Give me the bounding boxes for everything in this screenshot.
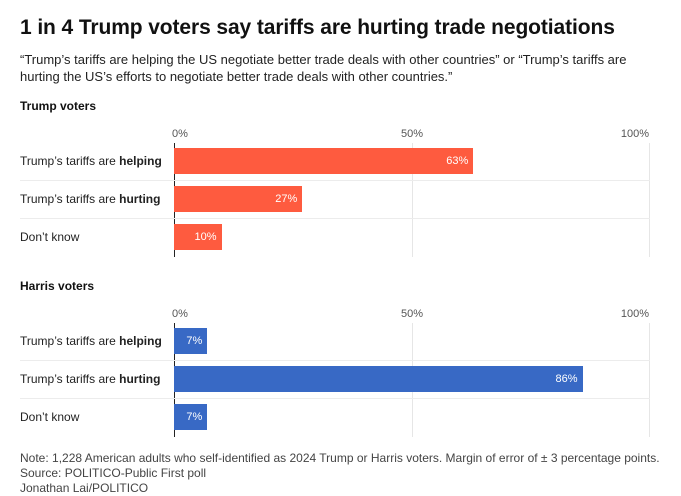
data-label-dont-know: 10%: [194, 231, 217, 243]
x-tick-label: 50%: [400, 308, 424, 320]
panel-title: Harris voters: [20, 279, 95, 293]
bar-hurting: [174, 186, 303, 212]
panel-trump-voters: Trump voters 0% 50% 100% Trump’s tariffs are…: [0, 99, 681, 259]
bar-helping: [174, 328, 208, 354]
row-separator: [20, 360, 650, 361]
gridline: [649, 323, 650, 437]
chart-subtitle: “Trump’s tariffs are helping the US nego…: [20, 52, 627, 84]
x-tick-label: 100%: [620, 128, 649, 140]
category-label-dont-know: Don’t know: [20, 230, 80, 244]
bar-dont-know: [174, 224, 222, 250]
data-label-helping: 7%: [186, 335, 203, 347]
category-label-hurting: Trump’s tariffs are hurting: [20, 372, 161, 386]
footer-note: Note: 1,228 American adults who self-ide…: [20, 451, 660, 465]
gridline: [649, 143, 650, 257]
bar-hurting: [174, 366, 583, 392]
gridline: [412, 143, 413, 257]
panel-harris-voters: Harris voters 0% 50% 100% Trump’s tariffs ar…: [0, 279, 681, 439]
category-label-hurting: Trump’s tariffs are hurting: [20, 192, 161, 206]
footer-source: Source: POLITICO-Public First poll: [20, 466, 207, 480]
data-label-hurting: 27%: [275, 193, 298, 205]
row-separator: [20, 218, 650, 219]
bar-helping: [174, 148, 474, 174]
category-label-dont-know: Don’t know: [20, 410, 80, 424]
panel-title: Trump voters: [20, 99, 97, 113]
x-tick-label: 100%: [620, 308, 649, 320]
x-tick-label: 0%: [172, 308, 188, 320]
footer-credit: Jonathan Lai/POLITICO: [20, 481, 149, 495]
data-label-dont-know: 7%: [186, 411, 203, 423]
row-separator: [20, 180, 650, 181]
x-tick-label: 0%: [172, 128, 188, 140]
chart-footer: Note: 1,228 American adults who self-ide…: [20, 451, 660, 496]
data-label-helping: 63%: [446, 155, 469, 167]
row-separator: [20, 398, 650, 399]
category-label-helping: Trump’s tariffs are helping: [20, 154, 162, 168]
category-label-helping: Trump’s tariffs are helping: [20, 334, 162, 348]
data-label-hurting: 86%: [555, 373, 578, 385]
x-tick-label: 50%: [400, 128, 424, 140]
bar-dont-know: [174, 404, 208, 430]
chart-title: 1 in 4 Trump voters say tariffs are hurt…: [20, 16, 615, 39]
